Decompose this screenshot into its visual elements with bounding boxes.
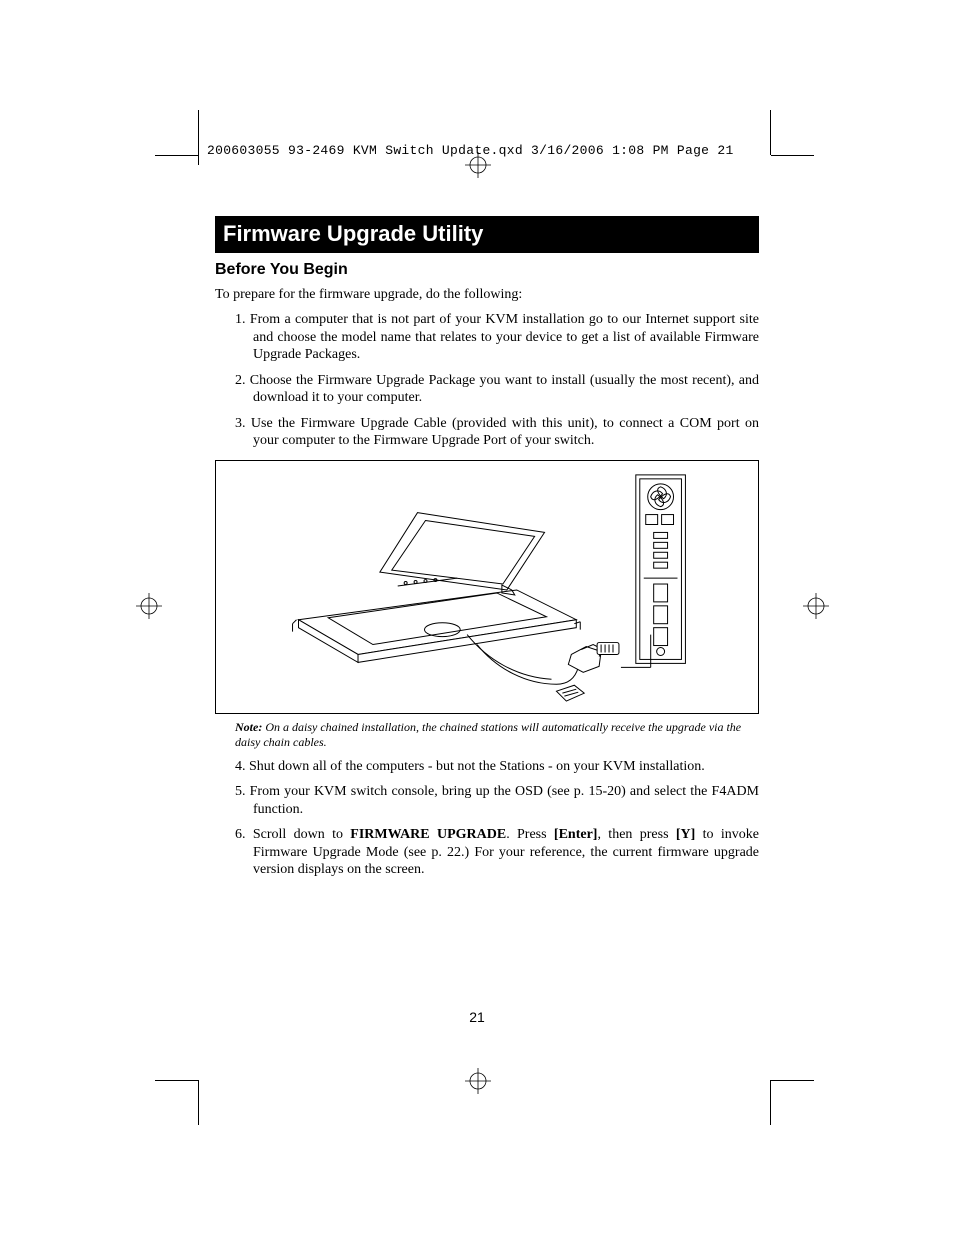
instruction-list-top: 1. From a computer that is not part of y… [215, 311, 759, 450]
text-bold: [Y] [676, 827, 695, 842]
note-label: Note: [235, 720, 262, 734]
text-bold: FIRMWARE UPGRADE [350, 827, 506, 842]
intro-text: To prepare for the firmware upgrade, do … [215, 287, 759, 303]
figure-note: Note: On a daisy chained installation, t… [235, 720, 759, 750]
page-number: 21 [0, 1009, 954, 1025]
list-item: 1. From a computer that is not part of y… [235, 311, 759, 364]
text-run: , then press [597, 827, 675, 842]
crop-mark [198, 155, 199, 165]
page-content: Firmware Upgrade Utility Before You Begi… [215, 216, 759, 887]
registration-mark [465, 152, 491, 178]
diagram-figure [215, 460, 759, 714]
crop-mark [155, 155, 198, 156]
crop-mark [770, 110, 771, 155]
crop-mark [198, 110, 199, 155]
crop-mark [771, 155, 814, 156]
crop-mark [771, 1080, 814, 1081]
list-item: 4. Shut down all of the computers - but … [235, 758, 759, 776]
list-item: 5. From your KVM switch console, bring u… [235, 783, 759, 818]
list-item: 3. Use the Firmware Upgrade Cable (provi… [235, 415, 759, 450]
registration-mark [136, 593, 162, 619]
crop-mark [155, 1080, 198, 1081]
registration-mark [803, 593, 829, 619]
kvm-diagram-icon [216, 461, 758, 713]
text-bold: [Enter] [554, 827, 598, 842]
crop-mark [198, 1080, 199, 1125]
list-item: 2. Choose the Firmware Upgrade Package y… [235, 372, 759, 407]
crop-mark [770, 1080, 771, 1125]
section-title: Firmware Upgrade Utility [215, 216, 759, 253]
subsection-heading: Before You Begin [215, 261, 759, 279]
text-run: . Press [506, 827, 554, 842]
text-run: 6. Scroll down to [235, 827, 350, 842]
list-item: 6. Scroll down to FIRMWARE UPGRADE. Pres… [235, 826, 759, 879]
instruction-list-bottom: 4. Shut down all of the computers - but … [215, 758, 759, 879]
note-text: On a daisy chained installation, the cha… [235, 720, 741, 749]
registration-mark [465, 1068, 491, 1094]
